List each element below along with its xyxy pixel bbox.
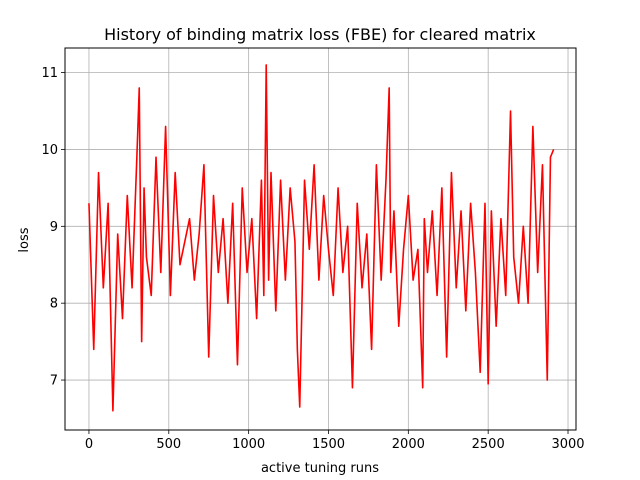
- y-tick-label: 8: [50, 297, 58, 312]
- y-axis-ticks: 7 8 9 10 11: [41, 66, 65, 389]
- x-tick-label: 500: [156, 437, 181, 452]
- y-tick-label: 7: [50, 374, 58, 389]
- y-tick-label: 11: [41, 66, 58, 81]
- x-axis-ticks: 0 500 1000 1500 2000 2500 3000: [85, 430, 585, 452]
- y-tick-label: 9: [50, 220, 58, 235]
- y-axis-label: loss: [17, 227, 32, 252]
- x-tick-label: 0: [85, 437, 93, 452]
- series-line: [88, 64, 555, 412]
- plot-frame: [64, 47, 577, 431]
- x-axis-label: active tuning runs: [261, 461, 379, 476]
- x-tick-label: 1000: [232, 437, 265, 452]
- x-tick-label: 2000: [392, 437, 425, 452]
- x-tick-label: 1500: [312, 437, 345, 452]
- x-tick-label: 2500: [472, 437, 505, 452]
- chart-title: History of binding matrix loss (FBE) for…: [104, 25, 536, 44]
- x-tick-label: 3000: [551, 437, 584, 452]
- series-layer: [88, 64, 555, 412]
- y-tick-label: 10: [41, 143, 58, 158]
